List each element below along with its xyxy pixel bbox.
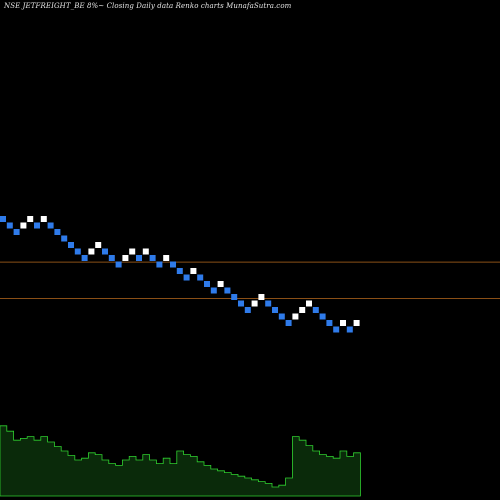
renko-brick-down	[6, 222, 13, 229]
renko-brick-down	[156, 261, 163, 268]
renko-brick-up	[299, 307, 306, 313]
renko-brick-down	[176, 268, 183, 274]
renko-brick-down	[285, 320, 292, 326]
renko-brick-down	[326, 320, 333, 326]
renko-brick-down	[54, 229, 61, 235]
renko-brick-up	[353, 320, 360, 326]
renko-brick-up	[190, 268, 197, 274]
renko-brick-up	[292, 313, 299, 320]
volume-area	[0, 425, 361, 497]
renko-brick-down	[312, 307, 319, 313]
renko-brick-up	[95, 242, 102, 248]
renko-brick-down	[136, 255, 142, 261]
renko-brick-up	[217, 281, 224, 287]
renko-brick-down	[81, 255, 88, 261]
renko-brick-down	[272, 307, 278, 313]
renko-brick-down	[47, 222, 54, 229]
renko-brick-up	[88, 248, 95, 255]
renko-brick-up	[258, 294, 265, 300]
renko-brick-down	[197, 274, 204, 281]
renko-brick-down	[319, 313, 326, 320]
renko-brick-up	[142, 248, 149, 255]
renko-brick-down	[346, 326, 353, 333]
renko-brick-down	[265, 300, 272, 307]
renko-brick-up	[27, 216, 34, 222]
renko-brick-up	[122, 255, 129, 261]
renko-brick-up	[163, 255, 170, 261]
renko-brick-down	[115, 261, 122, 268]
renko-brick-down	[108, 255, 115, 261]
renko-brick-down	[170, 261, 176, 268]
renko-brick-down	[183, 274, 190, 281]
renko-brick-up	[340, 320, 346, 326]
renko-brick-down	[333, 326, 340, 333]
renko-brick-down	[244, 307, 251, 313]
chart-title: NSE JETFREIGHT_BE 8%~ Closing Daily data…	[4, 2, 292, 10]
renko-brick-down	[204, 281, 210, 287]
renko-brick-up	[129, 248, 136, 255]
renko-brick-down	[74, 248, 81, 255]
renko-brick-down	[13, 229, 20, 235]
renko-brick-down	[278, 313, 285, 320]
renko-brick-down	[102, 248, 108, 255]
renko-brick-up	[40, 216, 47, 222]
renko-brick-down	[238, 300, 244, 307]
renko-brick-down	[224, 287, 231, 294]
renko-brick-up	[251, 300, 258, 307]
renko-brick-down	[61, 235, 68, 242]
renko-brick-up	[306, 300, 312, 307]
renko-brick-down	[0, 216, 6, 222]
renko-brick-down	[149, 255, 156, 261]
renko-brick-down	[34, 222, 40, 229]
renko-brick-up	[20, 222, 27, 229]
renko-brick-down	[210, 287, 217, 294]
renko-brick-down	[68, 242, 74, 248]
renko-brick-down	[231, 294, 238, 300]
